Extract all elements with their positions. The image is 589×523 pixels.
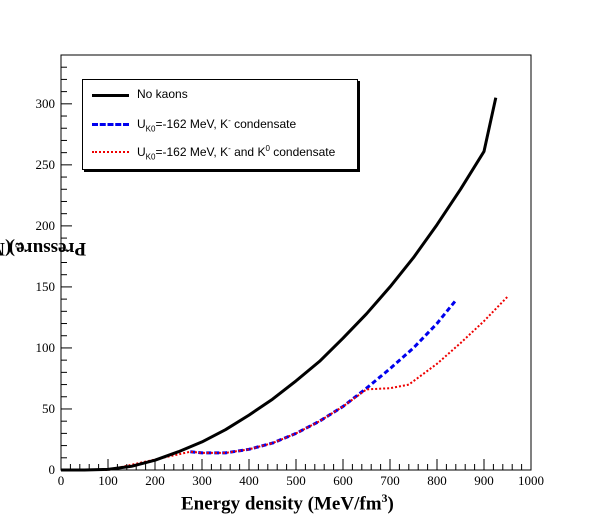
axes: 0 100 200 300 400 500 600 700 800 900 1000 0 50 100 15… [36,54,544,488]
legend-entry-k-minus-k0: UK0=-162 MeV, K- and K0 condensate [83,142,357,162]
x-tick-label: 0 [58,473,65,488]
legend-entry-k-minus: UK0=-162 MeV, K- condensate [83,114,357,134]
x-tick-label: 400 [239,473,259,488]
x-tick-label: 1000 [518,473,544,488]
legend-swatch-blue [92,123,129,126]
legend: No kaons UK0=-162 MeV, K- condensate UK0… [82,79,358,170]
legend-label-k-minus: UK0=-162 MeV, K- condensate [137,116,297,134]
y-tick-label: 150 [36,279,56,294]
x-tick-label: 800 [427,473,447,488]
x-tick-label: 300 [192,473,212,488]
x-axis-label: Energy density (MeV/fm3) [181,491,394,515]
x-tick-label: 100 [98,473,118,488]
y-tick-label: 100 [36,340,56,355]
x-tick-label: 700 [380,473,400,488]
legend-entry-no-kaons: No kaons [83,85,357,105]
legend-swatch-red [92,151,129,153]
y-tick-label: 300 [36,96,56,111]
legend-swatch-black [92,94,129,97]
series-layer [61,97,509,472]
y-tick-label: 50 [42,401,55,416]
x-tick-label: 200 [145,473,165,488]
legend-label-k-minus-k0: UK0=-162 MeV, K- and K0 condensate [137,144,336,162]
x-tick-label: 600 [333,473,353,488]
y-tick-label: 0 [49,462,56,477]
series-k-minus-k0-condensate [61,296,509,471]
series-no-kaons [61,97,498,472]
series-k-minus-condensate [190,299,457,455]
legend-label-no-kaons: No kaons [137,87,188,101]
x-tick-label: 500 [286,473,306,488]
y-tick-label: 250 [36,157,56,172]
y-tick-label: 200 [36,218,56,233]
x-tick-label: 900 [474,473,494,488]
